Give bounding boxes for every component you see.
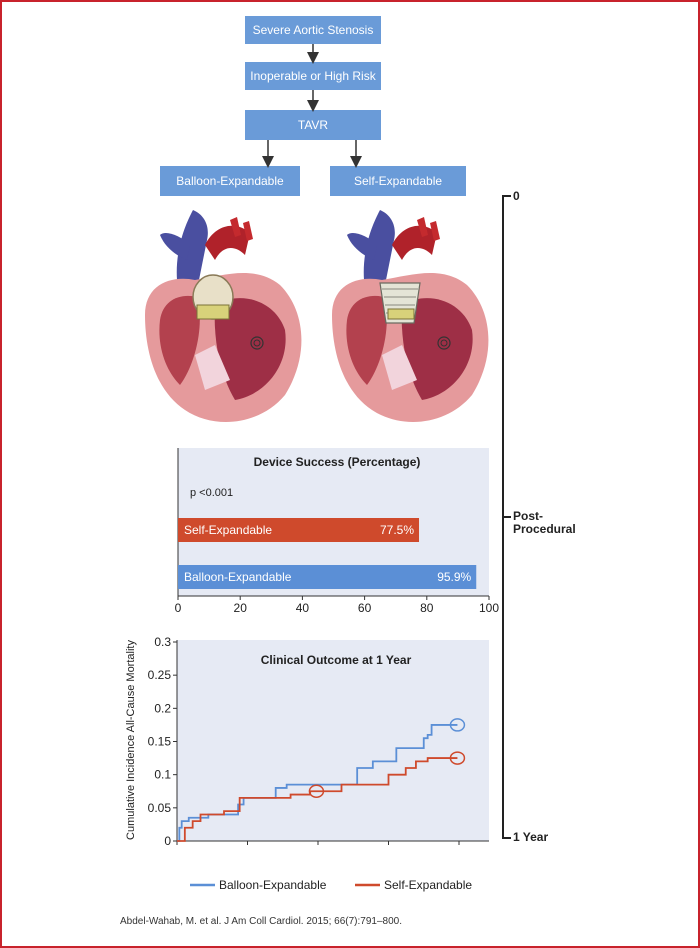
line-y-tick-label: 0.1 bbox=[154, 768, 171, 782]
bar-x-tick-label: 80 bbox=[420, 601, 434, 615]
legend-self-label: Self-Expandable bbox=[384, 878, 472, 892]
bar-x-tick-label: 60 bbox=[358, 601, 372, 615]
bar-x-tick-label: 20 bbox=[234, 601, 248, 615]
device-success-chart: Device Success (Percentage) p <0.001 Sel… bbox=[175, 448, 499, 615]
bar-balloon-expandable bbox=[178, 565, 477, 589]
line-x-tick-label: 90 bbox=[241, 847, 255, 849]
citation: Abdel-Wahab, M. et al. J Am Coll Cardiol… bbox=[120, 916, 403, 927]
bar-category-label: Balloon-Expandable bbox=[184, 570, 292, 584]
bar-chart-title: Device Success (Percentage) bbox=[254, 455, 421, 469]
line-y-tick-label: 0.15 bbox=[148, 735, 172, 749]
bar-self-expandable bbox=[178, 518, 420, 542]
bar-value-label: 77.5% bbox=[380, 523, 414, 537]
flow-step-inoperable-high-risk: Inoperable or High Risk bbox=[245, 62, 381, 90]
series-line-self-expandable bbox=[177, 757, 458, 842]
line-chart-legend: Balloon-Expandable Self-Expandable bbox=[190, 878, 472, 892]
line-y-tick-label: 0 bbox=[164, 834, 171, 848]
timeline-end-label: 1 Year bbox=[513, 830, 549, 844]
timeline bbox=[502, 195, 511, 839]
flow-step-severe-aortic-stenosis: Severe Aortic Stenosis bbox=[245, 16, 381, 44]
censor-marker bbox=[449, 718, 466, 732]
line-y-tick-label: 0.25 bbox=[148, 668, 172, 682]
line-y-tick-label: 0.05 bbox=[148, 801, 172, 815]
flow-branch-self-expandable: Self-Expandable bbox=[330, 166, 466, 196]
heart-balloon-illustration bbox=[145, 210, 302, 422]
line-x-tick-label: 360 bbox=[449, 847, 469, 849]
flow-arrows bbox=[262, 44, 362, 168]
bar-x-tick-label: 40 bbox=[296, 601, 310, 615]
flow-branch-balloon-expandable: Balloon-Expandable bbox=[160, 166, 300, 196]
line-x-tick-label: 180 bbox=[308, 847, 328, 849]
clinical-outcome-chart: Clinical Outcome at 1 Year Cumulative In… bbox=[125, 635, 489, 849]
line-chart-panel bbox=[177, 640, 489, 841]
line-y-tick-label: 0.3 bbox=[154, 635, 171, 649]
heart-self-expandable-illustration bbox=[332, 210, 489, 422]
bar-value-label: 95.9% bbox=[437, 570, 471, 584]
line-chart-ylabel: Cumulative Incidence All-Cause Mortality bbox=[125, 640, 137, 840]
line-chart-title: Clinical Outcome at 1 Year bbox=[261, 653, 412, 667]
censor-marker bbox=[308, 784, 325, 798]
timeline-start-label: 0 bbox=[513, 189, 520, 203]
line-x-tick-label: 270 bbox=[378, 847, 398, 849]
line-x-tick-label: 0 bbox=[174, 847, 181, 849]
censor-marker bbox=[449, 751, 466, 765]
bar-x-tick-label: 100 bbox=[479, 601, 499, 615]
bar-category-label: Self-Expandable bbox=[184, 523, 272, 537]
series-line-balloon-expandable bbox=[177, 724, 458, 842]
timeline-post-procedural-label: Post- Procedural bbox=[513, 509, 576, 536]
flow-step-tavr: TAVR bbox=[245, 110, 381, 140]
bar-x-tick-label: 0 bbox=[175, 601, 182, 615]
legend-balloon-label: Balloon-Expandable bbox=[219, 878, 327, 892]
bar-chart-annotation: p <0.001 bbox=[190, 487, 233, 499]
line-y-tick-label: 0.2 bbox=[154, 701, 171, 715]
